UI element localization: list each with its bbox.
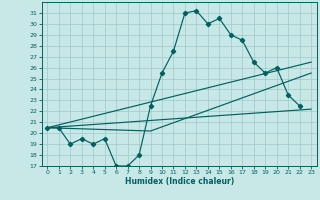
X-axis label: Humidex (Indice chaleur): Humidex (Indice chaleur) bbox=[124, 177, 234, 186]
